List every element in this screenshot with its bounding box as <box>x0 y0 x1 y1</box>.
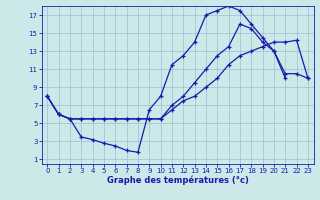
X-axis label: Graphe des températures (°c): Graphe des températures (°c) <box>107 176 249 185</box>
